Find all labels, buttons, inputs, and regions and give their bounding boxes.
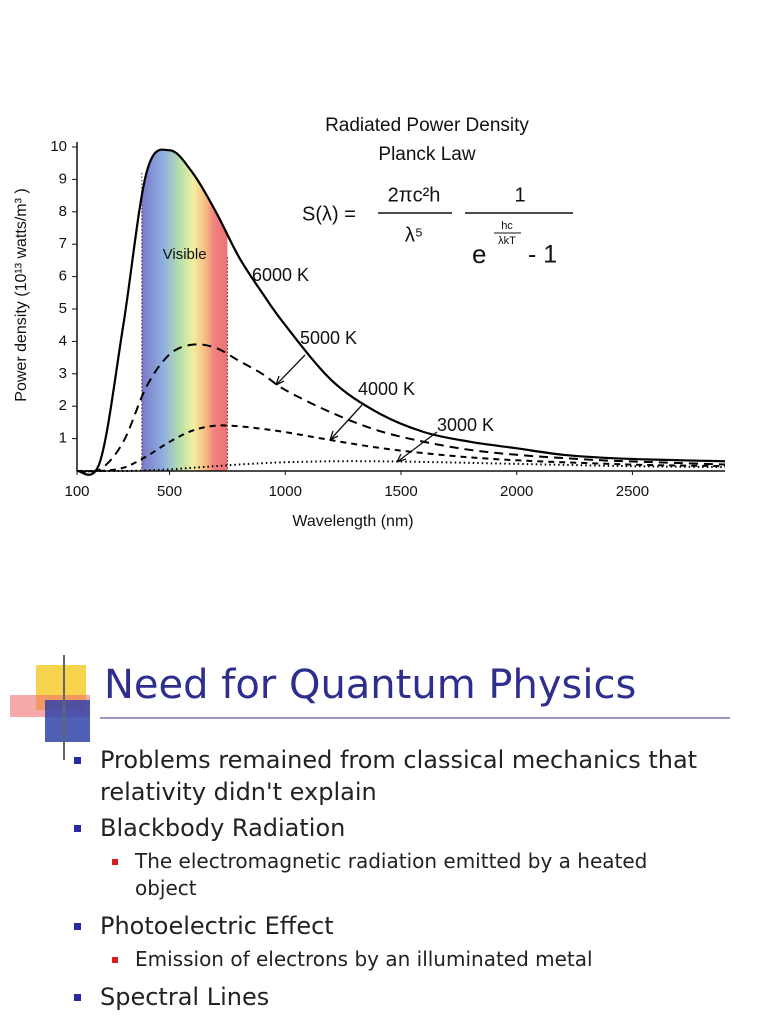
chart: Radiated Power Density Planck Law Wavele… xyxy=(13,115,726,530)
chart-subtitle: Planck Law xyxy=(378,144,475,165)
formula-denominator: λ⁵ xyxy=(405,224,423,246)
y-tick-label: 8 xyxy=(59,203,67,220)
bullet: Problems remained from classical mechani… xyxy=(70,744,700,808)
formula-lhs: S(λ) = xyxy=(302,203,356,225)
formula-exp-denominator: λkT xyxy=(498,235,516,247)
sub-bullet: The electromagnetic radiation emitted by… xyxy=(70,848,695,902)
x-tick-label: 1000 xyxy=(269,483,302,500)
x-tick-label: 2000 xyxy=(500,483,533,500)
slide-title: Need for Quantum Physics xyxy=(104,662,637,708)
series-label: 5000 K xyxy=(300,328,357,348)
formula-tail: - 1 xyxy=(528,241,557,269)
series-line xyxy=(76,424,726,473)
y-tick-label: 10 xyxy=(50,138,67,155)
series-line xyxy=(77,460,726,473)
y-tick-label: 1 xyxy=(59,430,67,447)
slide-decoration xyxy=(10,655,90,760)
bullet: Spectral Lines xyxy=(70,981,700,1013)
sub-bullet: Emission of electrons by an illuminated … xyxy=(70,946,695,973)
title-rule xyxy=(100,717,730,719)
bullet: Photoelectric Effect xyxy=(70,910,700,942)
series-line xyxy=(76,148,726,476)
y-tick-label: 5 xyxy=(59,300,67,317)
label-arrows xyxy=(275,354,438,463)
y-tick-label: 2 xyxy=(59,397,67,414)
series-line xyxy=(76,343,726,473)
formula-numerator: 1 xyxy=(514,184,525,206)
x-tick-label: 2500 xyxy=(616,483,649,500)
x-tick-label: 500 xyxy=(157,483,182,500)
y-tick-label: 4 xyxy=(59,332,67,349)
formula-exp-numerator: hc xyxy=(501,220,513,232)
series-label: 6000 K xyxy=(252,265,309,285)
y-tick-label: 9 xyxy=(59,170,67,187)
y-tick-label: 3 xyxy=(59,365,67,382)
slide: Need for Quantum Physics Problems remain… xyxy=(0,620,768,1024)
y-tick-label: 6 xyxy=(59,268,67,285)
visible-label: Visible xyxy=(163,246,207,263)
formula-exp-base: e xyxy=(472,239,486,269)
series-label: 3000 K xyxy=(437,415,494,435)
bullet-list: Problems remained from classical mechani… xyxy=(70,744,730,1017)
chart-title: Radiated Power Density xyxy=(325,115,529,136)
y-tick-label: 7 xyxy=(59,235,67,252)
visible-band xyxy=(141,149,228,471)
x-tick-label: 100 xyxy=(64,483,89,500)
x-axis-label: Wavelength (nm) xyxy=(292,513,413,530)
y-axis-label: Power density (10¹³ watts/m³ ) xyxy=(13,188,30,401)
formula-numerator: 2πc²h xyxy=(388,184,441,206)
x-tick-label: 1500 xyxy=(384,483,417,500)
series-label: 4000 K xyxy=(358,379,415,399)
bullet: Blackbody Radiation xyxy=(70,812,700,844)
